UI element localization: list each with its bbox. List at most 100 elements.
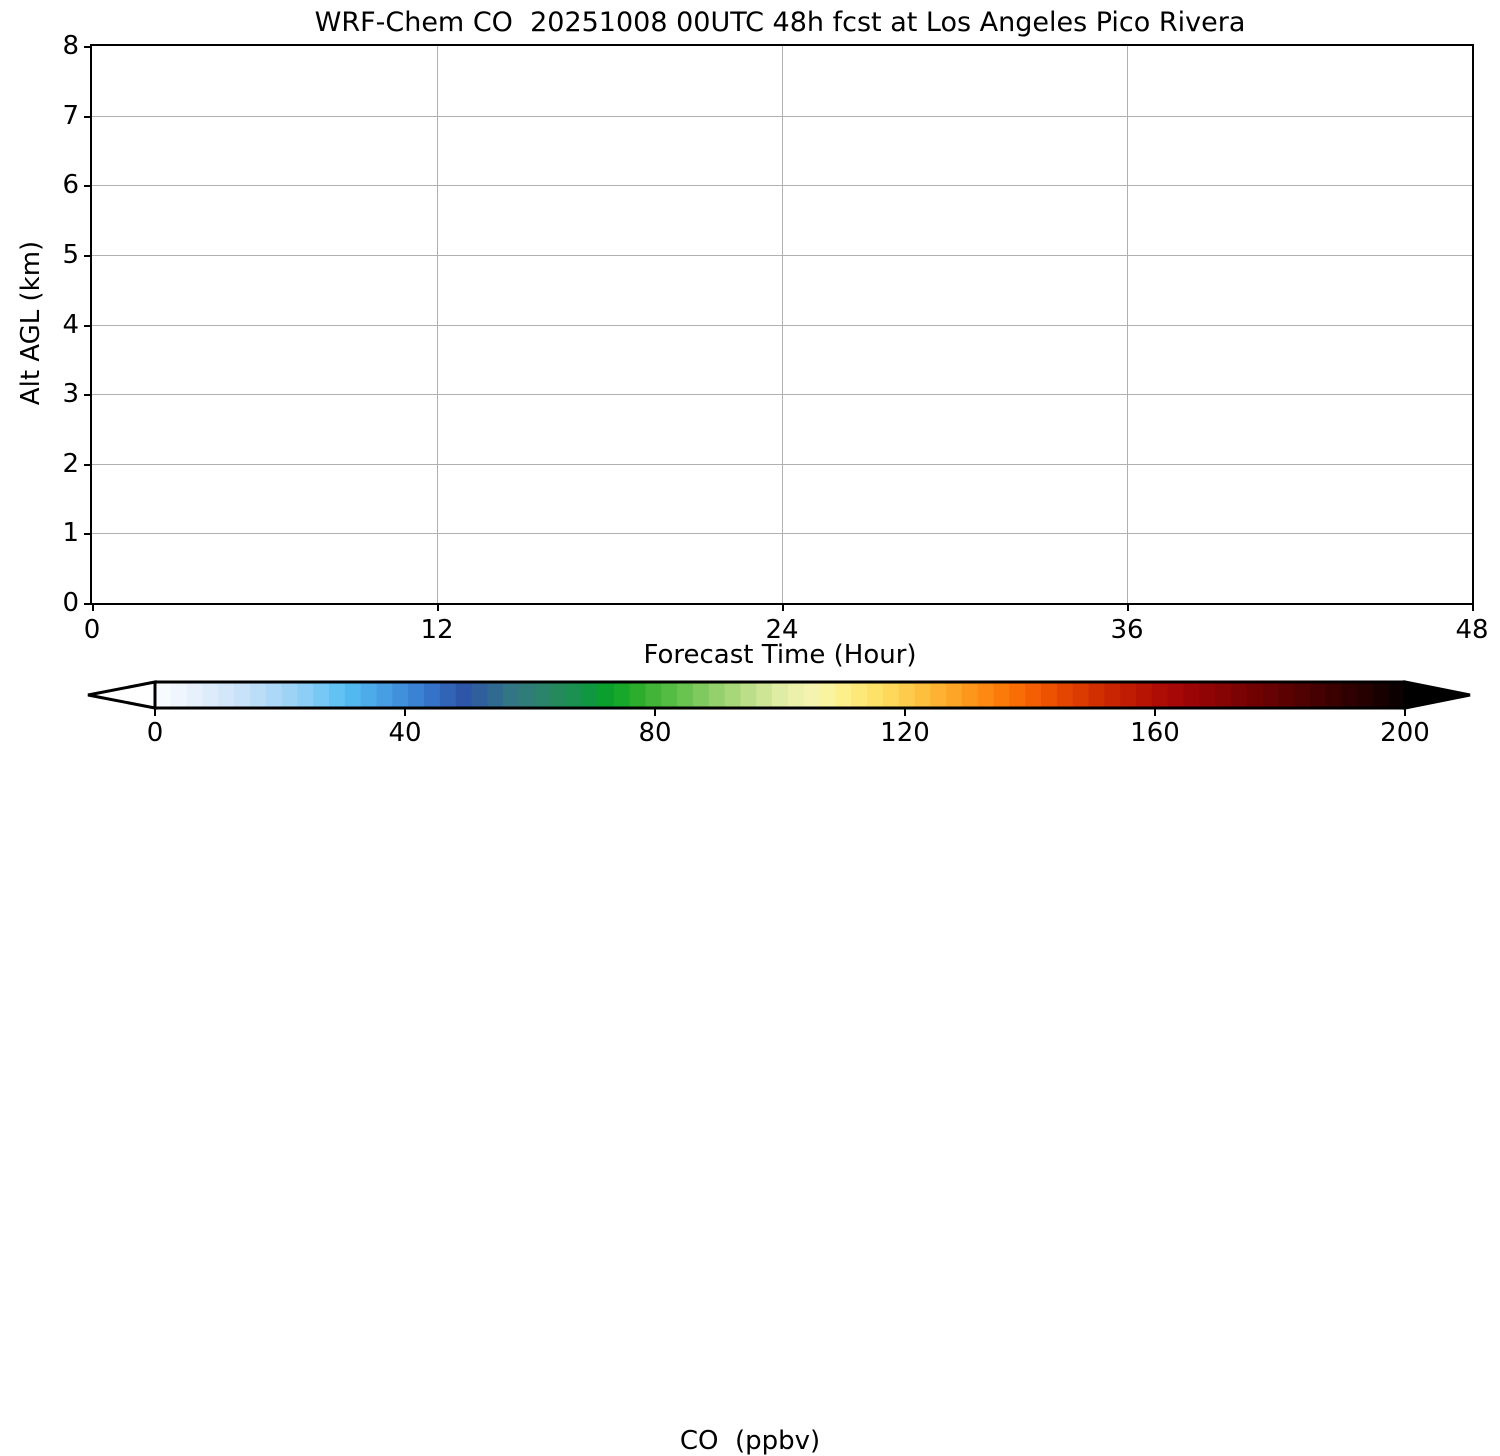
colorbar-segment xyxy=(1230,682,1248,708)
colorbar-segment xyxy=(1325,682,1343,708)
x-axis-label: Forecast Time (Hour) xyxy=(643,640,917,670)
colorbar-segment xyxy=(249,682,267,708)
colorbar-segment xyxy=(914,682,931,708)
colorbar-segment xyxy=(455,682,473,708)
colorbar-segment xyxy=(1104,682,1121,708)
colorbar-segment xyxy=(1199,682,1216,708)
colorbar-segment xyxy=(392,682,409,708)
y-tick-mark xyxy=(84,394,92,396)
colorbar-segment xyxy=(297,682,314,708)
y-tick-label: 4 xyxy=(62,309,79,340)
colorbar-segment xyxy=(1136,682,1153,708)
colorbar-segment xyxy=(1246,682,1264,708)
y-tick-label: 3 xyxy=(62,379,79,410)
colorbar-segment xyxy=(1009,682,1026,708)
x-tick-label: 36 xyxy=(1110,615,1144,645)
colorbar-segment xyxy=(1151,682,1169,708)
colorbar-segment xyxy=(202,682,219,708)
y-tick-label: 7 xyxy=(62,100,79,131)
colorbar-segment xyxy=(471,682,488,708)
colorbar-segment xyxy=(629,682,647,708)
colorbar-segment xyxy=(234,682,251,708)
y-tick-label: 0 xyxy=(62,588,79,618)
colorbar-segment xyxy=(534,682,552,708)
colorbar-segment xyxy=(835,682,852,708)
y-tick-mark xyxy=(84,116,92,118)
colorbar-tick-label: 40 xyxy=(388,718,422,748)
plot-axes: 0 1 2 3 4 5 6 7 8 0 12 24 36 48 xyxy=(62,31,1488,645)
x-tick-label: 48 xyxy=(1455,615,1489,645)
colorbar-segment xyxy=(1278,682,1295,708)
plot-title: WRF-Chem CO 20251008 00UTC 48h fcst at L… xyxy=(314,7,1246,38)
x-tick-mark xyxy=(437,603,439,611)
x-tick-mark xyxy=(1472,603,1474,611)
colorbar-segment xyxy=(867,682,884,708)
colorbar-tick-label: 80 xyxy=(638,718,672,748)
colorbar-segment xyxy=(582,682,599,708)
y-tick-mark xyxy=(84,325,92,327)
x-tick-mark xyxy=(782,603,784,611)
colorbar-segment xyxy=(423,682,441,708)
colorbar-tick-label: 0 xyxy=(146,718,164,748)
x-tick-label: 0 xyxy=(83,615,101,645)
colorbar-segment xyxy=(677,682,694,708)
colorbar-segment xyxy=(692,682,710,708)
gridline-vertical xyxy=(437,46,438,603)
colorbar-tick-label: 120 xyxy=(880,718,930,748)
colorbar-segment xyxy=(946,682,963,708)
colorbar-segment xyxy=(487,682,504,708)
colorbar-segment xyxy=(170,682,188,708)
figure-canvas: WRF-Chem CO 20251008 00UTC 48h fcst at L… xyxy=(16,7,1489,1456)
colorbar-segment xyxy=(1056,682,1074,708)
colorbar-segment xyxy=(708,682,726,708)
colorbar-segment xyxy=(344,682,362,708)
y-tick-mark xyxy=(84,255,92,257)
x-tick-mark xyxy=(1127,603,1129,611)
y-tick-label: 2 xyxy=(62,448,79,479)
x-tick-label: 24 xyxy=(765,615,799,645)
colorbar-segment xyxy=(1310,682,1327,708)
colorbar-segment xyxy=(376,682,393,708)
colorbar-segment xyxy=(930,682,947,708)
colorbar-segment xyxy=(898,682,916,708)
colorbar-segment xyxy=(281,682,299,708)
colorbar-segment xyxy=(518,682,536,708)
colorbar-segment xyxy=(1373,682,1390,708)
colorbar-segment xyxy=(1120,682,1137,708)
colorbar-segment xyxy=(661,682,678,708)
colorbar-segment xyxy=(772,682,789,708)
colorbar-segment xyxy=(645,682,662,708)
y-tick-label: 5 xyxy=(62,239,79,270)
colorbar-segment xyxy=(851,682,868,708)
colorbar-segment xyxy=(1215,682,1232,708)
colorbar-segment xyxy=(503,682,520,708)
y-tick-mark xyxy=(84,464,92,466)
colorbar-segment xyxy=(993,682,1011,708)
colorbar-segment xyxy=(155,682,172,708)
colorbar-segment xyxy=(360,682,378,708)
colorbar-segment xyxy=(329,682,346,708)
colorbar-segment xyxy=(265,682,283,708)
y-tick-mark xyxy=(84,46,92,48)
colorbar-segment xyxy=(439,682,457,708)
colorbar-segment xyxy=(1072,682,1090,708)
colorbar-segment xyxy=(819,682,836,708)
colorbar-segment xyxy=(1341,682,1359,708)
colorbar-segment xyxy=(1389,682,1406,708)
colorbar-segment xyxy=(1357,682,1374,708)
colorbar-gradient xyxy=(87,680,1471,716)
colorbar-segment xyxy=(977,682,995,708)
y-axis-label-text: Alt AGL (km) xyxy=(16,240,46,405)
colorbar-segment xyxy=(613,682,631,708)
colorbar-tick-label: 160 xyxy=(1130,718,1180,748)
colorbar-segment xyxy=(1041,682,1058,708)
colorbar-label: CO (ppbv) xyxy=(679,1426,821,1456)
colorbar-segment xyxy=(566,682,583,708)
y-tick-mark xyxy=(84,185,92,187)
y-tick-label: 8 xyxy=(62,31,79,61)
colorbar-extend-max-arrow xyxy=(1403,680,1471,710)
colorbar-segment xyxy=(1183,682,1200,708)
colorbar-segment xyxy=(740,682,757,708)
colorbar-segment xyxy=(803,682,821,708)
y-tick-mark xyxy=(84,533,92,535)
